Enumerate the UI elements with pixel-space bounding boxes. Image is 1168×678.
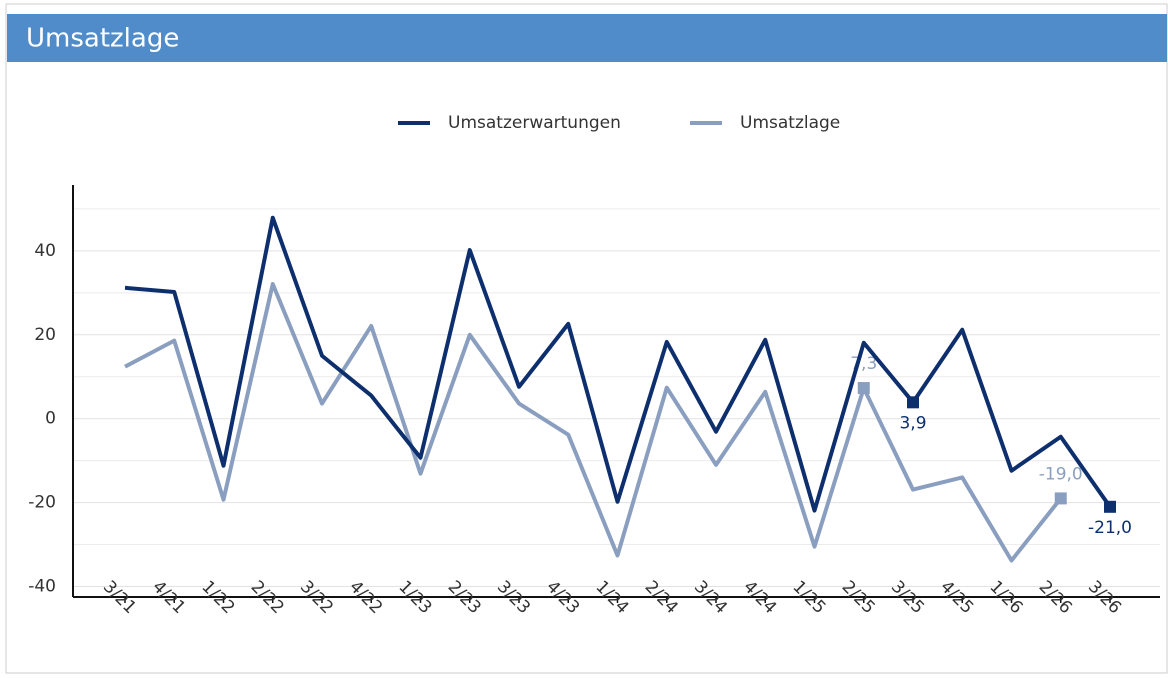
legend-label: Umsatzlage [740, 113, 840, 133]
panel-border [5, 3, 1168, 674]
y-tick-label: 0 [45, 409, 56, 429]
header-title: Umsatzlage [26, 24, 179, 54]
data-label: -21,0 [1088, 518, 1132, 538]
y-tick-label: -20 [28, 493, 56, 513]
series-line [124, 215, 1112, 513]
series-line [124, 282, 1063, 563]
point-marker [907, 396, 919, 409]
data-label: 3,9 [899, 413, 926, 433]
point-marker [1054, 492, 1067, 505]
y-tick-label: 20 [34, 325, 56, 345]
point-marker [1104, 500, 1116, 513]
header-bar [7, 14, 1167, 62]
data-label: -19,0 [1039, 464, 1083, 484]
y-tick-label: 40 [34, 241, 56, 261]
y-tick-label: -40 [28, 577, 56, 597]
legend-label: Umsatzerwartungen [448, 113, 621, 133]
point-marker [857, 382, 870, 395]
